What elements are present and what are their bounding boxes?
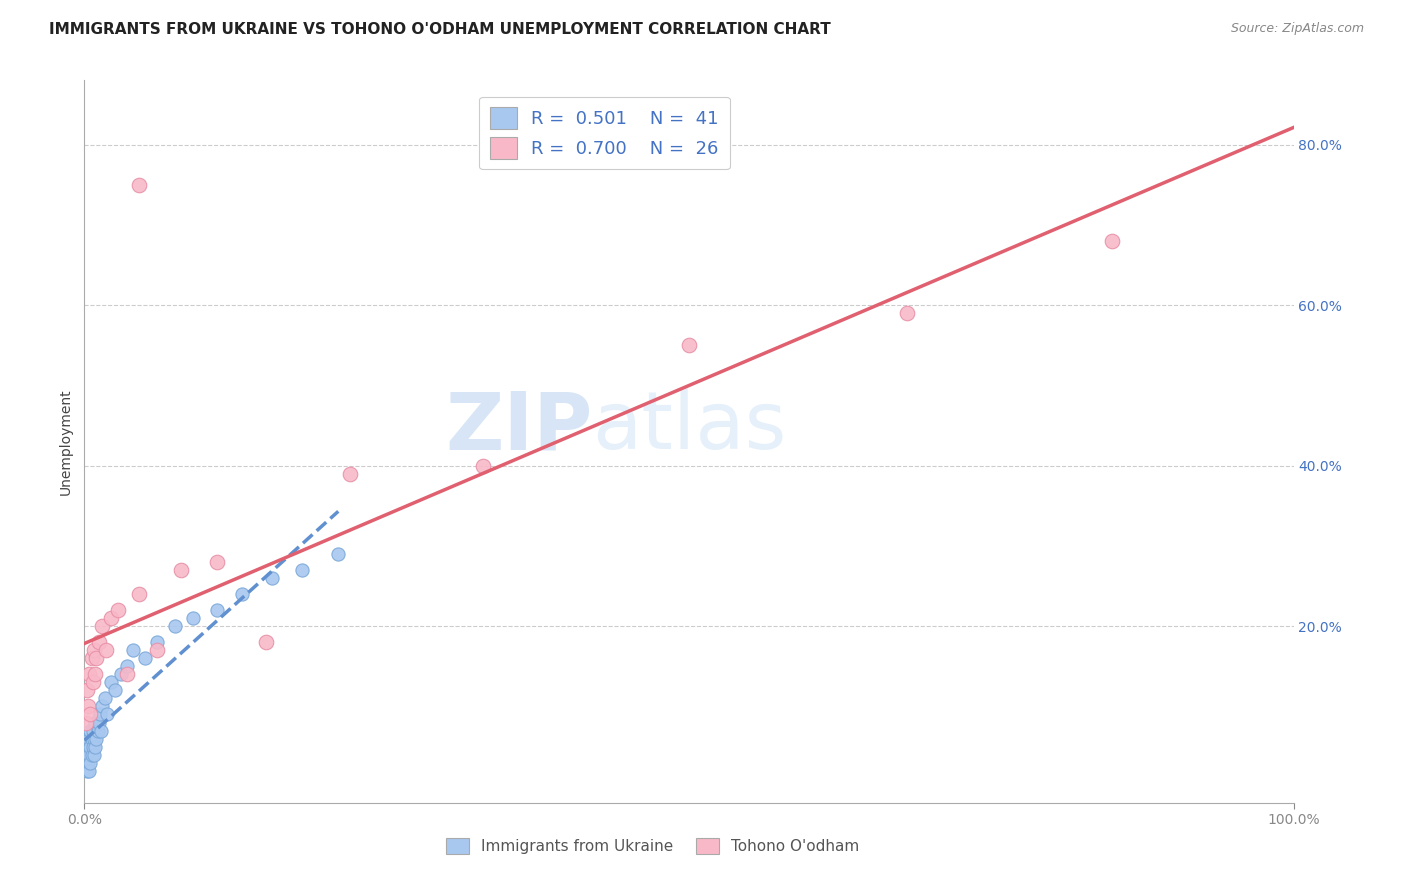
Point bbox=[328, 547, 350, 561]
Point bbox=[104, 683, 127, 698]
Point bbox=[86, 723, 108, 738]
Point bbox=[110, 667, 132, 681]
Point bbox=[80, 651, 103, 665]
Point bbox=[91, 699, 114, 714]
Point bbox=[678, 338, 700, 352]
Point bbox=[79, 739, 101, 754]
Text: Source: ZipAtlas.com: Source: ZipAtlas.com bbox=[1230, 22, 1364, 36]
Point bbox=[94, 643, 117, 657]
Point bbox=[128, 587, 150, 601]
Point bbox=[77, 764, 100, 778]
Point bbox=[291, 563, 314, 577]
Point bbox=[79, 707, 101, 722]
Point bbox=[146, 635, 169, 649]
Point bbox=[207, 555, 229, 569]
Point bbox=[84, 739, 107, 754]
Point bbox=[80, 747, 103, 762]
Point bbox=[94, 691, 117, 706]
Point bbox=[146, 643, 169, 657]
Point bbox=[115, 667, 138, 681]
Point bbox=[77, 731, 100, 746]
Point bbox=[134, 651, 156, 665]
Point bbox=[90, 723, 112, 738]
Point bbox=[76, 683, 98, 698]
Point bbox=[77, 699, 100, 714]
Point bbox=[77, 667, 100, 681]
Point bbox=[83, 643, 105, 657]
Point bbox=[76, 747, 98, 762]
Point bbox=[170, 563, 193, 577]
Point bbox=[83, 747, 105, 762]
Point bbox=[1101, 234, 1123, 248]
Point bbox=[87, 715, 110, 730]
Text: atlas: atlas bbox=[592, 388, 786, 467]
Point bbox=[896, 306, 918, 320]
Text: IMMIGRANTS FROM UKRAINE VS TOHONO O'ODHAM UNEMPLOYMENT CORRELATION CHART: IMMIGRANTS FROM UKRAINE VS TOHONO O'ODHA… bbox=[49, 22, 831, 37]
Point bbox=[107, 603, 129, 617]
Point bbox=[472, 458, 495, 473]
Point bbox=[86, 651, 108, 665]
Point bbox=[75, 715, 97, 730]
Point bbox=[79, 723, 101, 738]
Point bbox=[254, 635, 277, 649]
Point bbox=[91, 619, 114, 633]
Point bbox=[79, 756, 101, 770]
Point bbox=[115, 659, 138, 673]
Point bbox=[100, 675, 122, 690]
Point bbox=[77, 739, 100, 754]
Point bbox=[80, 731, 103, 746]
Point bbox=[84, 667, 107, 681]
Point bbox=[82, 723, 104, 738]
Point bbox=[84, 715, 107, 730]
Point bbox=[96, 707, 118, 722]
Point bbox=[207, 603, 229, 617]
Point bbox=[87, 635, 110, 649]
Point bbox=[128, 178, 150, 192]
Point bbox=[77, 756, 100, 770]
Point bbox=[86, 731, 108, 746]
Point bbox=[76, 764, 98, 778]
Point bbox=[121, 643, 143, 657]
Point bbox=[83, 731, 105, 746]
Point bbox=[75, 756, 97, 770]
Point bbox=[260, 571, 283, 585]
Point bbox=[231, 587, 253, 601]
Point bbox=[339, 467, 361, 481]
Point bbox=[82, 675, 104, 690]
Text: ZIP: ZIP bbox=[444, 388, 592, 467]
Point bbox=[165, 619, 187, 633]
Point bbox=[181, 611, 204, 625]
Point bbox=[77, 747, 100, 762]
Y-axis label: Unemployment: Unemployment bbox=[59, 388, 73, 495]
Legend: Immigrants from Ukraine, Tohono O'odham: Immigrants from Ukraine, Tohono O'odham bbox=[440, 832, 866, 860]
Point bbox=[100, 611, 122, 625]
Point bbox=[89, 707, 111, 722]
Point bbox=[82, 739, 104, 754]
